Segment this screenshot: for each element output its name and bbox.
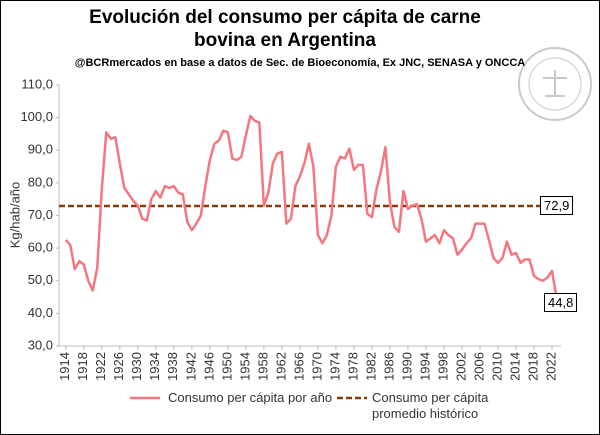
x-tick-label: 1942 [183, 352, 198, 381]
x-tick-label: 1958 [255, 352, 270, 381]
x-tick-label: 1926 [111, 352, 126, 381]
x-tick-label: 1978 [345, 352, 360, 381]
logo [518, 47, 592, 121]
x-tick-label: 2010 [489, 352, 504, 381]
x-tick-label: 1998 [435, 352, 450, 381]
y-tick-label: 80,0 [28, 174, 53, 189]
x-tick-label: 1930 [129, 352, 144, 381]
y-tick-label: 30,0 [28, 337, 53, 352]
x-tick-label: 1966 [291, 352, 306, 381]
x-tick-label: 1982 [363, 352, 378, 381]
legend-label: Consumo per cápita promedio histórico [372, 390, 489, 421]
x-tick-label: 1918 [75, 352, 90, 381]
x-tick-label: 1938 [165, 352, 180, 381]
y-tick-label: 90,0 [28, 142, 53, 157]
chart-subtitle: @BCRmercados en base a datos de Sec. de … [74, 57, 526, 69]
data-line [64, 114, 558, 298]
y-tick-label: 110,0 [21, 76, 53, 91]
x-tick-label: 1990 [399, 352, 414, 381]
x-tick-label: 2002 [453, 352, 468, 381]
x-tick-label: 1934 [147, 352, 162, 381]
x-tick-label: 1922 [93, 352, 108, 381]
y-tick-label: 100,0 [20, 109, 53, 124]
reference-label: 72,9 [540, 196, 574, 216]
x-tick-label: 1970 [309, 352, 324, 381]
data-label: 44,8 [544, 292, 578, 312]
y-tick-label: 50,0 [28, 272, 53, 287]
x-tick-label: 2014 [507, 352, 522, 381]
legend-label: Consumo per cápita por año [168, 390, 333, 405]
y-tick-label: 40,0 [28, 305, 53, 320]
x-tick-label: 2022 [543, 352, 558, 381]
x-tick-label: 1946 [201, 352, 216, 381]
x-tick-label: 1914 [57, 352, 72, 381]
y-tick-label: 70,0 [28, 207, 53, 222]
x-tick-label: 1974 [327, 352, 342, 381]
x-tick-label: 1986 [381, 352, 396, 381]
x-tick-label: 1950 [219, 352, 234, 381]
x-tick-label: 1994 [417, 352, 432, 381]
x-tick-label: 1962 [273, 352, 288, 381]
x-tick-label: 2018 [525, 352, 540, 381]
x-tick-label: 1954 [237, 352, 252, 381]
y-tick-label: 60,0 [28, 240, 53, 255]
chart-title: Evolución del consumo per cápita de carn… [89, 7, 481, 51]
x-tick-label: 2006 [471, 352, 486, 381]
y-axis-label: Kg/hab/año [7, 182, 22, 249]
